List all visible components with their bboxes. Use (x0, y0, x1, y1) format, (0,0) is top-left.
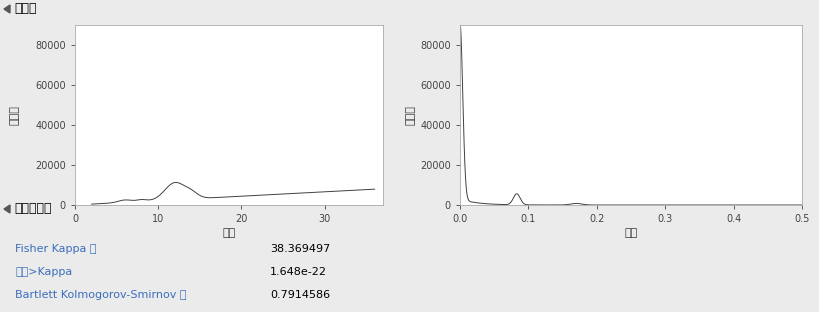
Text: 谱密度: 谱密度 (14, 2, 37, 16)
Text: Bartlett Kolmogorov-Smirnov 值: Bartlett Kolmogorov-Smirnov 值 (15, 290, 187, 300)
Text: 概率>Kappa: 概率>Kappa (15, 267, 72, 277)
Text: Fisher Kappa 值: Fisher Kappa 值 (15, 244, 97, 254)
Polygon shape (4, 205, 10, 213)
Text: 1.648e-22: 1.648e-22 (270, 267, 327, 277)
Y-axis label: 谱密度: 谱密度 (405, 105, 415, 125)
Y-axis label: 谱密度: 谱密度 (10, 105, 20, 125)
Polygon shape (4, 5, 10, 13)
X-axis label: 频数: 频数 (624, 228, 638, 238)
Text: 38.369497: 38.369497 (270, 244, 330, 254)
Text: 白噪声检验: 白噪声检验 (14, 202, 52, 216)
X-axis label: 周期: 周期 (223, 228, 236, 238)
Text: 0.7914586: 0.7914586 (270, 290, 330, 300)
